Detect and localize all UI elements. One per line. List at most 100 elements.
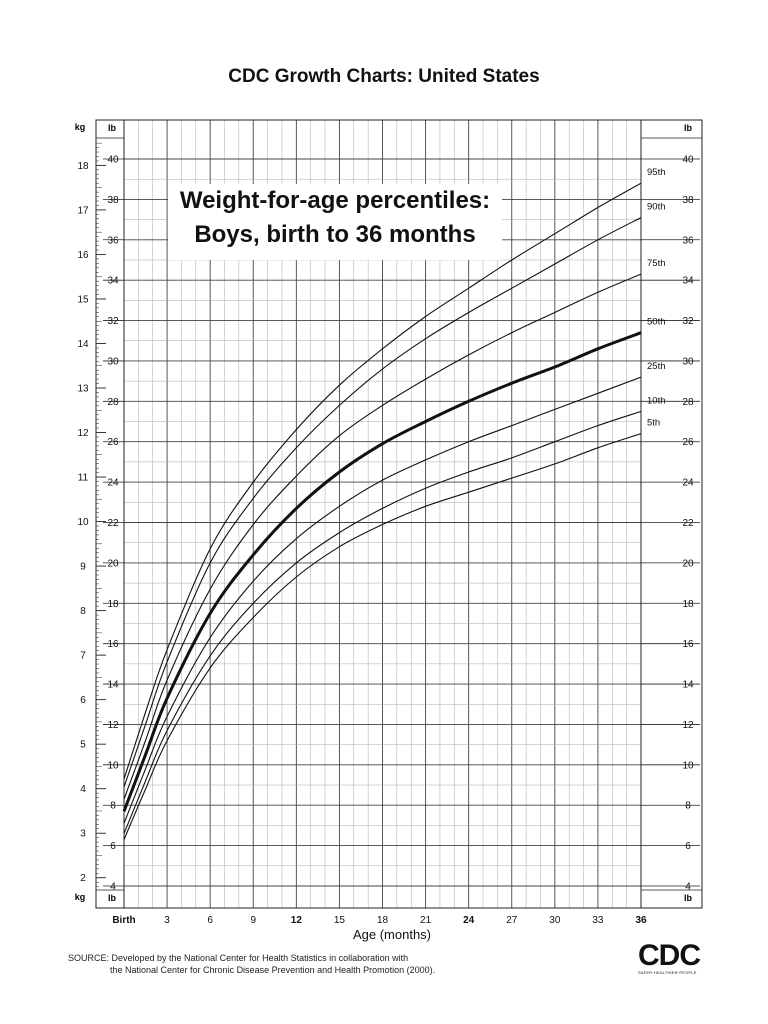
lb-unit-label-bottom-right: lb <box>684 893 693 903</box>
series-line-95th <box>123 182 642 780</box>
kg-tick-label: 9 <box>80 562 86 573</box>
lb-tick-label-left: 4 <box>110 882 116 893</box>
series-label-25th: 25th <box>647 361 666 372</box>
chart-title-line2: Boys, birth to 36 months <box>194 221 476 248</box>
source-note: SOURCE: Developed by the National Center… <box>68 952 435 976</box>
series-label-50th: 50th <box>647 317 666 328</box>
cdc-logo-text: CDC <box>638 939 701 972</box>
x-tick-label: 21 <box>420 915 432 926</box>
kg-tick-label: 3 <box>80 829 86 840</box>
x-tick-label: 15 <box>334 915 346 926</box>
kg-tick-label: 11 <box>78 473 89 484</box>
lb-tick-label-right: 8 <box>685 801 691 812</box>
cdc-logo-subtext: SAFER·HEALTHIER·PEOPLE <box>638 970 697 975</box>
x-tick-label: 9 <box>250 915 256 926</box>
lb-tick-label-right: 20 <box>682 558 694 569</box>
lb-tick-label-left: 6 <box>110 841 116 852</box>
lb-tick-label-right: 28 <box>682 397 694 408</box>
kg-tick-label: 6 <box>80 695 86 706</box>
lb-tick-label-right: 32 <box>682 316 694 327</box>
kg-tick-label: 7 <box>80 651 86 662</box>
kg-tick-label: 16 <box>77 250 89 261</box>
lb-tick-label-left: 16 <box>107 639 119 650</box>
series-label-10th: 10th <box>647 395 666 406</box>
lb-tick-label-left: 36 <box>107 235 119 246</box>
lb-tick-label-right: 36 <box>682 235 694 246</box>
series-label-90th: 90th <box>647 202 666 213</box>
lb-tick-label-left: 34 <box>107 276 119 287</box>
source-line-2: the National Center for Chronic Disease … <box>110 965 436 975</box>
kg-tick-label: 8 <box>80 606 86 617</box>
x-tick-label: 12 <box>291 915 303 926</box>
lb-tick-label-left: 38 <box>107 195 119 206</box>
x-tick-label: 33 <box>592 915 604 926</box>
series-label-75th: 75th <box>647 258 666 269</box>
series-line-75th <box>123 273 642 800</box>
lb-tick-label-right: 34 <box>682 276 694 287</box>
kg-unit-label-top: kg <box>75 122 86 132</box>
lb-tick-label-right: 16 <box>682 639 694 650</box>
lb-tick-label-left: 22 <box>107 518 119 529</box>
lb-tick-label-right: 14 <box>682 680 694 691</box>
kg-tick-label: 13 <box>77 384 89 395</box>
lb-unit-label-top-left: lb <box>108 123 117 133</box>
kg-tick-label: 5 <box>80 740 86 751</box>
kg-tick-label: 18 <box>77 161 89 172</box>
x-tick-label: 24 <box>463 915 475 926</box>
lb-tick-label-right: 26 <box>682 437 694 448</box>
lb-tick-label-left: 10 <box>107 760 119 771</box>
kg-tick-label: 14 <box>77 339 89 350</box>
lb-tick-label-right: 18 <box>682 599 694 610</box>
source-line-1: SOURCE: Developed by the National Center… <box>68 953 409 963</box>
lb-tick-label-left: 32 <box>107 316 119 327</box>
lb-tick-label-right: 6 <box>685 841 691 852</box>
lb-tick-label-left: 26 <box>107 437 119 448</box>
x-tick-label: 3 <box>164 915 170 926</box>
cdc-logo: CDC SAFER·HEALTHIER·PEOPLE <box>638 939 718 976</box>
lb-tick-label-left: 12 <box>107 720 119 731</box>
kg-tick-label: 10 <box>77 517 89 528</box>
series-line-25th <box>123 376 642 824</box>
chart-frame <box>95 119 703 909</box>
x-tick-label: 30 <box>549 915 561 926</box>
lb-tick-label-right: 30 <box>682 356 694 367</box>
series-layer <box>122 182 642 840</box>
x-tick-label: 18 <box>377 915 389 926</box>
x-tick-label: 36 <box>635 915 647 926</box>
chart-title: Weight-for-age percentiles: Boys, birth … <box>168 184 502 260</box>
lb-tick-label-right: 22 <box>682 518 694 529</box>
lb-unit-label-top-right: lb <box>684 123 693 133</box>
lb-tick-label-left: 28 <box>107 397 119 408</box>
lb-tick-label-right: 10 <box>682 760 694 771</box>
lb-tick-label-right: 24 <box>682 478 694 489</box>
kg-tick-label: 17 <box>77 205 89 216</box>
series-line-50th <box>122 331 642 812</box>
kg-tick-label: 12 <box>77 428 89 439</box>
axis-layer <box>95 119 703 909</box>
lb-tick-label-left: 40 <box>107 155 119 166</box>
lb-tick-label-right: 4 <box>685 882 691 893</box>
lb-tick-label-left: 24 <box>107 478 119 489</box>
lb-tick-label-left: 8 <box>110 801 116 812</box>
series-line-90th <box>123 217 642 788</box>
lb-tick-label-left: 14 <box>107 680 119 691</box>
kg-tick-label: 15 <box>77 294 89 305</box>
lb-tick-label-left: 30 <box>107 356 119 367</box>
series-label-5th: 5th <box>647 418 660 429</box>
kg-tick-label: 4 <box>80 784 86 795</box>
series-line-5th <box>123 433 642 840</box>
lb-tick-label-left: 20 <box>107 558 119 569</box>
chart-title-line1: Weight-for-age percentiles: <box>179 187 491 214</box>
series-line-10th <box>123 410 642 834</box>
x-tick-label: 6 <box>207 915 213 926</box>
lb-unit-label-bottom-left: lb <box>108 893 117 903</box>
x-axis-label: Age (months) <box>352 927 432 942</box>
page-header: CDC Growth Charts: United States <box>228 66 540 87</box>
lb-tick-label-right: 38 <box>682 195 694 206</box>
x-tick-label: Birth <box>112 915 135 926</box>
lb-tick-label-left: 18 <box>107 599 119 610</box>
x-tick-label: 27 <box>506 915 518 926</box>
kg-unit-label-bottom: kg <box>75 892 86 902</box>
